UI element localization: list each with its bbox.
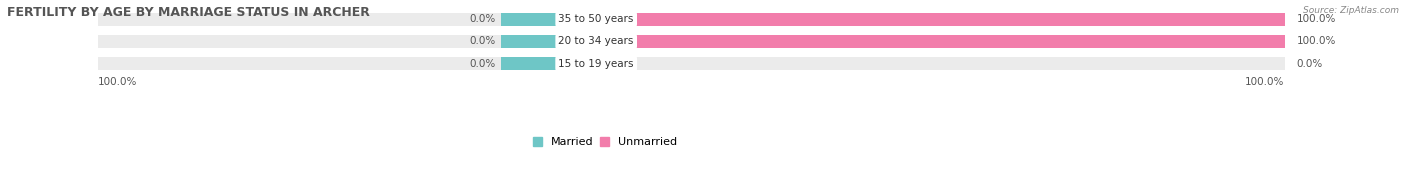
Text: 0.0%: 0.0%	[470, 14, 495, 24]
Text: 100.0%: 100.0%	[98, 77, 138, 87]
Text: 100.0%: 100.0%	[1246, 77, 1285, 87]
Text: 0.0%: 0.0%	[470, 36, 495, 46]
Text: 0.0%: 0.0%	[1296, 59, 1323, 69]
Text: 15 to 19 years: 15 to 19 years	[558, 59, 634, 69]
Bar	[98, 35, 1285, 48]
Text: FERTILITY BY AGE BY MARRIAGE STATUS IN ARCHER: FERTILITY BY AGE BY MARRIAGE STATUS IN A…	[7, 6, 370, 19]
Bar	[502, 57, 596, 70]
Legend: Married, Unmarried: Married, Unmarried	[533, 137, 676, 147]
Text: 100.0%: 100.0%	[1296, 36, 1336, 46]
Bar	[596, 13, 1285, 26]
Text: 35 to 50 years: 35 to 50 years	[558, 14, 634, 24]
Text: Source: ZipAtlas.com: Source: ZipAtlas.com	[1303, 6, 1399, 15]
Bar	[502, 13, 596, 26]
Bar	[596, 35, 1285, 48]
Bar	[98, 13, 1285, 26]
Text: 20 to 34 years: 20 to 34 years	[558, 36, 634, 46]
Text: 100.0%: 100.0%	[1296, 14, 1336, 24]
Text: 0.0%: 0.0%	[470, 59, 495, 69]
Bar	[98, 57, 1285, 70]
Bar	[502, 35, 596, 48]
